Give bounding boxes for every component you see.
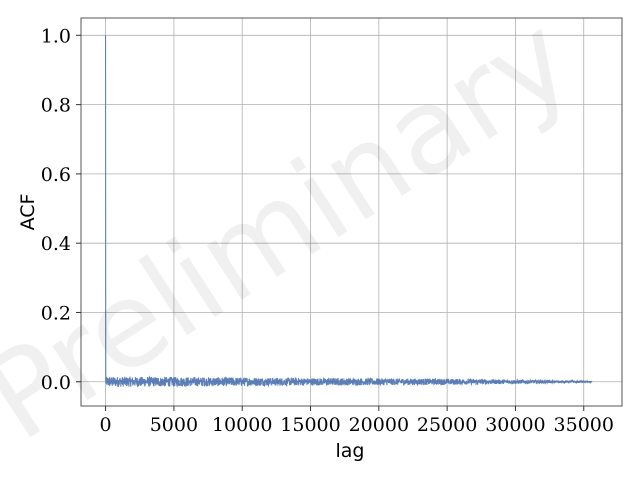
- y-tick-label: 0.0: [41, 372, 71, 394]
- x-tick-label: 20000: [349, 414, 409, 436]
- series-layer: [105, 35, 593, 388]
- grid: [81, 18, 622, 406]
- plot-frame: [80, 17, 623, 407]
- y-tick-label: 0.2: [41, 302, 71, 324]
- x-tick-label: 5000: [150, 414, 198, 436]
- y-axis: 0.0 0.2 0.4 0.6 0.8 1.0: [41, 25, 81, 394]
- x-axis: 0 5000 10000 15000 20000 25000 30000 35000: [100, 406, 614, 436]
- y-tick-label: 1.0: [41, 25, 71, 47]
- y-axis-label: ACF: [17, 194, 39, 231]
- y-tick-label: 0.6: [41, 164, 71, 186]
- x-tick-label: 0: [100, 414, 112, 436]
- x-tick-label: 15000: [280, 414, 340, 436]
- x-tick-label: 10000: [212, 414, 272, 436]
- x-tick-label: 25000: [417, 414, 477, 436]
- plot-area: [81, 18, 622, 406]
- y-tick-label: 0.4: [41, 233, 71, 255]
- x-tick-label: 30000: [485, 414, 545, 436]
- x-tick-label: 35000: [554, 414, 614, 436]
- x-axis-label: lag: [336, 440, 365, 462]
- y-tick-label: 0.8: [41, 95, 71, 117]
- acf-series-line: [105, 35, 593, 388]
